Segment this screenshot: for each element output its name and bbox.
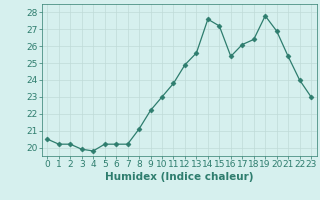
X-axis label: Humidex (Indice chaleur): Humidex (Indice chaleur) <box>105 172 253 182</box>
